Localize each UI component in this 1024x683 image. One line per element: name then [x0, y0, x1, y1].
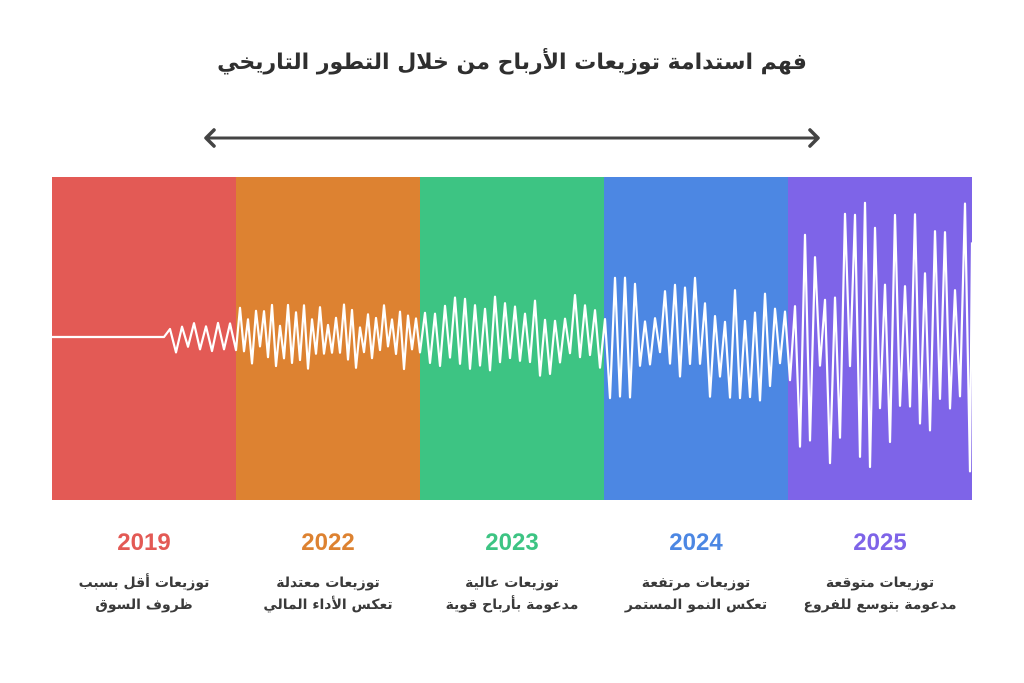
timeline-double-arrow-icon: [204, 128, 820, 148]
period-2019: 2019 توزيعات أقل بسبب ظروف السوق: [52, 528, 236, 616]
page-title: فهم استدامة توزيعات الأرباح من خلال التط…: [217, 50, 807, 75]
period-description: توزيعات معتدلة تعكس الأداء المالي: [263, 575, 393, 613]
dividend-waveform: [52, 201, 972, 473]
period-2022: 2022 توزيعات معتدلة تعكس الأداء المالي: [236, 528, 420, 616]
year-label: 2023: [485, 529, 539, 556]
period-description: توزيعات عالية مدعومة بأرباح قوية: [445, 575, 579, 613]
period-2025: 2025 توزيعات متوقعة مدعومة بتوسع للفروع: [788, 528, 972, 616]
year-label: 2024: [669, 529, 723, 556]
period-description: توزيعات متوقعة مدعومة بتوسع للفروع: [803, 575, 957, 613]
year-label: 2019: [117, 529, 171, 556]
year-label: 2025: [853, 529, 907, 556]
band-2019: [52, 177, 236, 500]
period-2023: 2023 توزيعات عالية مدعومة بأرباح قوية: [420, 528, 604, 616]
year-label: 2022: [301, 529, 355, 556]
period-description: توزيعات أقل بسبب ظروف السوق: [78, 575, 210, 613]
period-2024: 2024 توزيعات مرتفعة تعكس النمو المستمر: [604, 528, 788, 616]
period-description: توزيعات مرتفعة تعكس النمو المستمر: [624, 575, 768, 613]
